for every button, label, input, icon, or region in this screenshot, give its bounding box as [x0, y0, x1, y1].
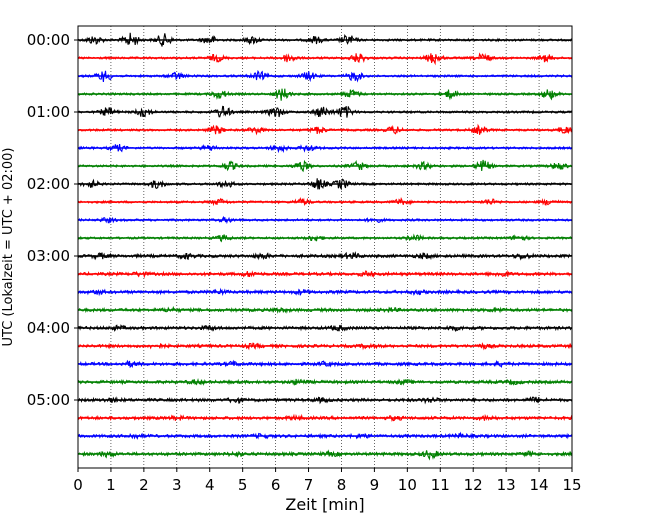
x-tick-label: 13: [497, 476, 516, 494]
x-tick-label: 14: [530, 476, 549, 494]
x-tick-label: 2: [139, 476, 149, 494]
y-tick-label: 05:00: [27, 391, 70, 409]
y-tick-label: 01:00: [27, 103, 70, 121]
x-tick-label: 1: [106, 476, 116, 494]
trace-layer: [77, 32, 573, 461]
x-axis-ticks: 0 1 2 3 4 5 6 7 8 9 10 11 12 13 14 15: [73, 468, 582, 494]
x-tick-label: 7: [304, 476, 314, 494]
y-axis-label: UTC (Lokalzeit = UTC + 02:00): [1, 148, 16, 347]
x-tick-label: 4: [205, 476, 215, 494]
x-tick-label: 9: [370, 476, 380, 494]
y-tick-label: 00:00: [27, 31, 70, 49]
x-tick-label: 12: [464, 476, 483, 494]
x-tick-label: 0: [73, 476, 83, 494]
plot-frame: [77, 25, 573, 469]
x-tick-label: 11: [431, 476, 450, 494]
x-tick-label: 10: [398, 476, 417, 494]
x-tick-label: 8: [337, 476, 347, 494]
x-axis-label: Zeit [min]: [285, 495, 364, 514]
y-tick-label: 03:00: [27, 247, 70, 265]
y-axis-ticks: 00:00 01:00 02:00 03:00 04:00 05:00: [27, 31, 78, 409]
y-tick-label: 02:00: [27, 175, 70, 193]
x-tick-label: 15: [562, 476, 581, 494]
x-tick-label: 5: [238, 476, 248, 494]
x-tick-label: 3: [172, 476, 182, 494]
x-tick-label: 6: [271, 476, 281, 494]
y-tick-label: 04:00: [27, 319, 70, 337]
